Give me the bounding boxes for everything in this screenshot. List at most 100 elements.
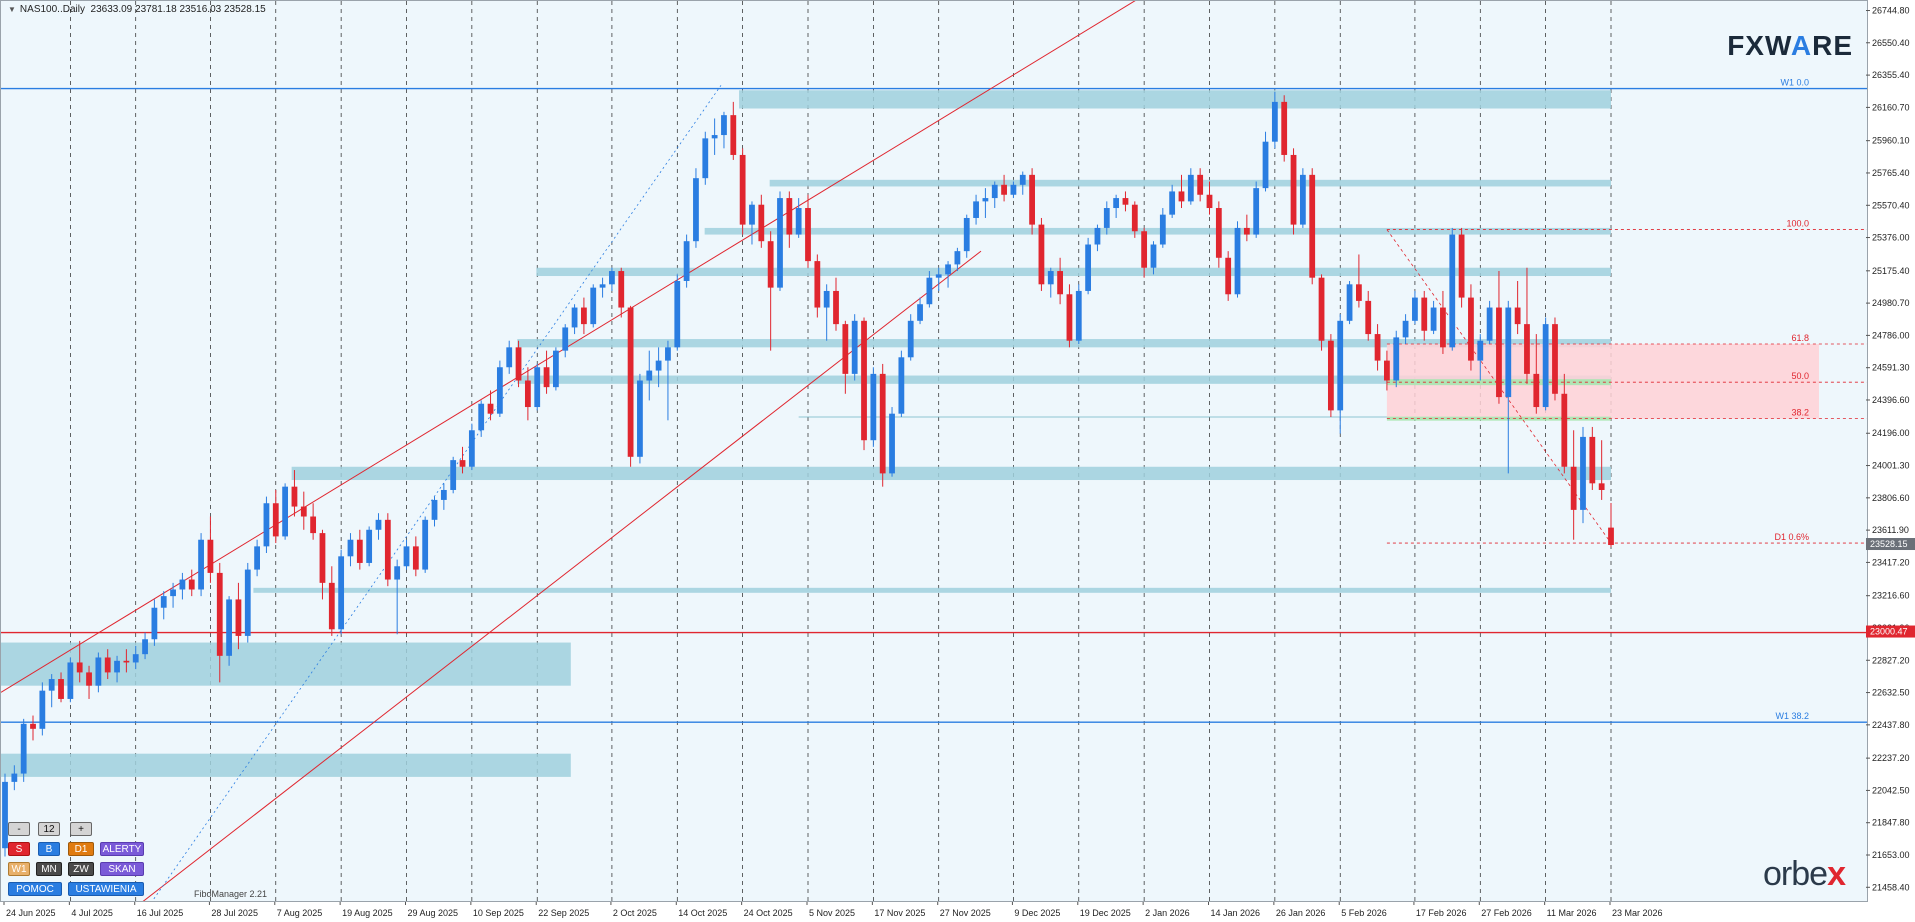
candle-body [1327, 340, 1334, 411]
candle-body [739, 154, 746, 225]
x-tick-label: 27 Nov 2025 [940, 908, 991, 918]
collapse-triangle-icon[interactable]: ▼ [8, 5, 16, 14]
candle-body [459, 460, 466, 467]
timeframe-mn-button[interactable]: MN [36, 862, 62, 876]
plot-area[interactable]: 100.0 61.8 50.0 38.2 D1 0.6% W1 0.0 W1 38.2 [0, 0, 1868, 902]
candle-body [515, 347, 522, 381]
timeframe-d1-button[interactable]: D1 [68, 842, 94, 856]
y-tick-label: 24786.00 [1872, 330, 1910, 340]
candle-body [637, 380, 643, 457]
candle-body [581, 307, 587, 325]
candle-body [1281, 101, 1288, 155]
weekly-level-label: W1 0.0 [1780, 78, 1809, 88]
candle-body [179, 579, 186, 590]
buy-button[interactable]: B [38, 842, 60, 856]
y-tick-label: 23216.60 [1872, 591, 1910, 601]
period-value[interactable]: 12 [38, 822, 60, 836]
decrease-button[interactable]: - [8, 822, 30, 836]
candle-body [1318, 277, 1325, 341]
candle-body [758, 204, 765, 242]
time-axis[interactable]: 24 Jun 2025 4 Jul 2025 16 Jul 2025 28 Jul 2… [0, 902, 1868, 922]
x-tick-label: 11 Mar 2026 [1547, 908, 1597, 918]
price-axis[interactable]: 26744.80 26550.40 26355.40 26160.70 25960.10… [1866, 0, 1915, 922]
x-tick-label: 2 Jan 2026 [1145, 908, 1190, 918]
x-tick-label: 29 Aug 2025 [408, 908, 459, 918]
candle-body [1570, 466, 1577, 510]
candle-body [506, 347, 513, 368]
y-tick-label: 24591.30 [1872, 363, 1910, 373]
candle-body [721, 115, 727, 136]
candle-body [114, 660, 120, 673]
alerts-button[interactable]: ALERTY [100, 842, 144, 856]
x-tick-label: 27 Feb 2026 [1481, 908, 1532, 918]
candle-body [142, 639, 148, 655]
candle-body [1131, 204, 1138, 232]
candle-body [879, 373, 886, 474]
y-tick-label: 26160.70 [1872, 102, 1910, 112]
candle-body [1075, 290, 1082, 341]
candle-body [861, 320, 867, 441]
candle-body [1141, 231, 1148, 268]
candle-body [1580, 436, 1586, 510]
candle-body [328, 582, 335, 630]
candle-body [1598, 483, 1605, 490]
fib-level-label: 50.0 [1791, 371, 1809, 381]
symbol-label: NAS100..Daily [19, 4, 85, 15]
zw-button[interactable]: ZW [68, 862, 94, 876]
settings-button[interactable]: USTAWIENIA [68, 882, 144, 896]
y-tick-label: 23806.60 [1872, 493, 1910, 503]
y-tick-label: 24001.30 [1872, 461, 1910, 471]
candle-body [282, 486, 289, 537]
x-tick-label: 7 Aug 2025 [277, 908, 323, 918]
candle-body [338, 556, 345, 630]
candle-body [39, 690, 46, 729]
dotted-trendline [151, 85, 722, 901]
candle-body [132, 654, 139, 663]
y-tick-label: 26744.80 [1872, 6, 1910, 16]
candle-body [1225, 257, 1232, 295]
candle-body [244, 569, 251, 636]
candle-body [730, 115, 737, 155]
ohlc-readout: 23633.09 23781.18 23516.03 23528.15 [90, 4, 266, 15]
candle-body [646, 370, 653, 381]
candle-body [534, 367, 541, 408]
candle-body [973, 201, 979, 218]
candle-body [1477, 340, 1484, 361]
zone-rect [517, 339, 1612, 348]
candle-body [805, 208, 811, 262]
zone-rect [253, 587, 1611, 593]
candle-body [440, 489, 447, 500]
scan-button[interactable]: SKAN [100, 862, 144, 876]
candle-body [1412, 297, 1418, 321]
timeframe-w1-button[interactable]: W1 [8, 862, 30, 876]
candle-body [347, 539, 354, 557]
candle-body [216, 572, 223, 656]
candle-body [123, 660, 130, 663]
chart-canvas[interactable]: 100.0 61.8 50.0 38.2 D1 0.6% W1 0.0 W1 38.2 [1, 1, 1868, 902]
candle-body [851, 320, 858, 374]
candle-body [1113, 198, 1120, 209]
x-tick-label: 19 Dec 2025 [1080, 908, 1131, 918]
candle-body [366, 529, 373, 563]
candle-body [1010, 184, 1017, 195]
candle-body [384, 519, 391, 580]
candle-body [1150, 244, 1157, 268]
candle-body [1309, 174, 1316, 278]
fib-level-label: 38.2 [1791, 408, 1809, 418]
help-button[interactable]: POMOC [8, 882, 62, 896]
x-tick-label: 22 Sep 2025 [538, 908, 589, 918]
weekly-level-label: W1 38.2 [1775, 711, 1809, 721]
candle-body [1047, 271, 1054, 285]
fib-38-band [1386, 416, 1611, 421]
candle-body [207, 539, 214, 573]
candle-body [1449, 234, 1456, 348]
zone-rect [517, 375, 1612, 384]
increase-button[interactable]: + [70, 822, 92, 836]
y-tick-label: 25175.40 [1872, 266, 1910, 276]
candle-body [683, 241, 690, 281]
candle-body [1206, 194, 1213, 209]
sell-button[interactable]: S [8, 842, 30, 856]
candle-body [478, 403, 485, 431]
channel-upper-line [1, 1, 1136, 693]
